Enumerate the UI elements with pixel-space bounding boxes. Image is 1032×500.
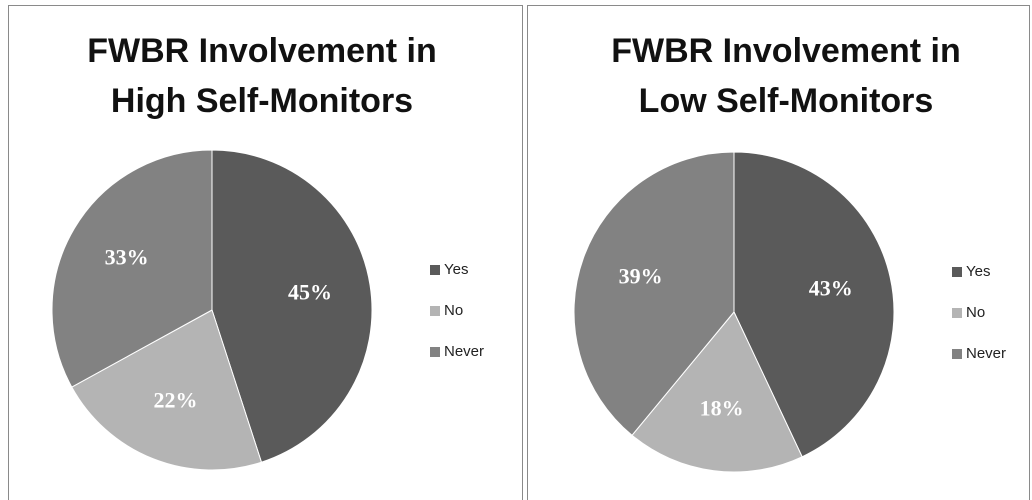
pie-slice xyxy=(51,149,213,388)
chart-title: FWBR Involvement in High Self-Monitors xyxy=(87,32,437,120)
pie-slice xyxy=(71,309,263,471)
chart-title: FWBR Involvement in Low Self-Monitors xyxy=(611,32,961,120)
data-label: 39% xyxy=(619,263,663,288)
pie-slice xyxy=(573,151,735,436)
legend-swatch xyxy=(952,267,962,277)
legend-swatch xyxy=(430,265,440,275)
legend-swatch xyxy=(952,308,962,318)
legend-swatch xyxy=(952,349,962,359)
data-label: 18% xyxy=(700,395,744,420)
pie-slice xyxy=(631,311,803,473)
pie-slice xyxy=(733,151,895,458)
data-label: 43% xyxy=(809,275,853,300)
legend-label: Never xyxy=(966,345,1006,362)
legend-label: No xyxy=(966,304,985,321)
data-label: 33% xyxy=(105,245,149,270)
legend-label: No xyxy=(444,302,463,319)
legend-label: Never xyxy=(444,343,484,360)
legend-swatch xyxy=(430,347,440,357)
data-label: 22% xyxy=(153,387,197,412)
pie-slice xyxy=(211,149,373,463)
data-label: 45% xyxy=(288,280,332,305)
legend-label: Yes xyxy=(966,263,990,280)
legend-label: Yes xyxy=(444,261,468,278)
legend-swatch xyxy=(430,306,440,316)
